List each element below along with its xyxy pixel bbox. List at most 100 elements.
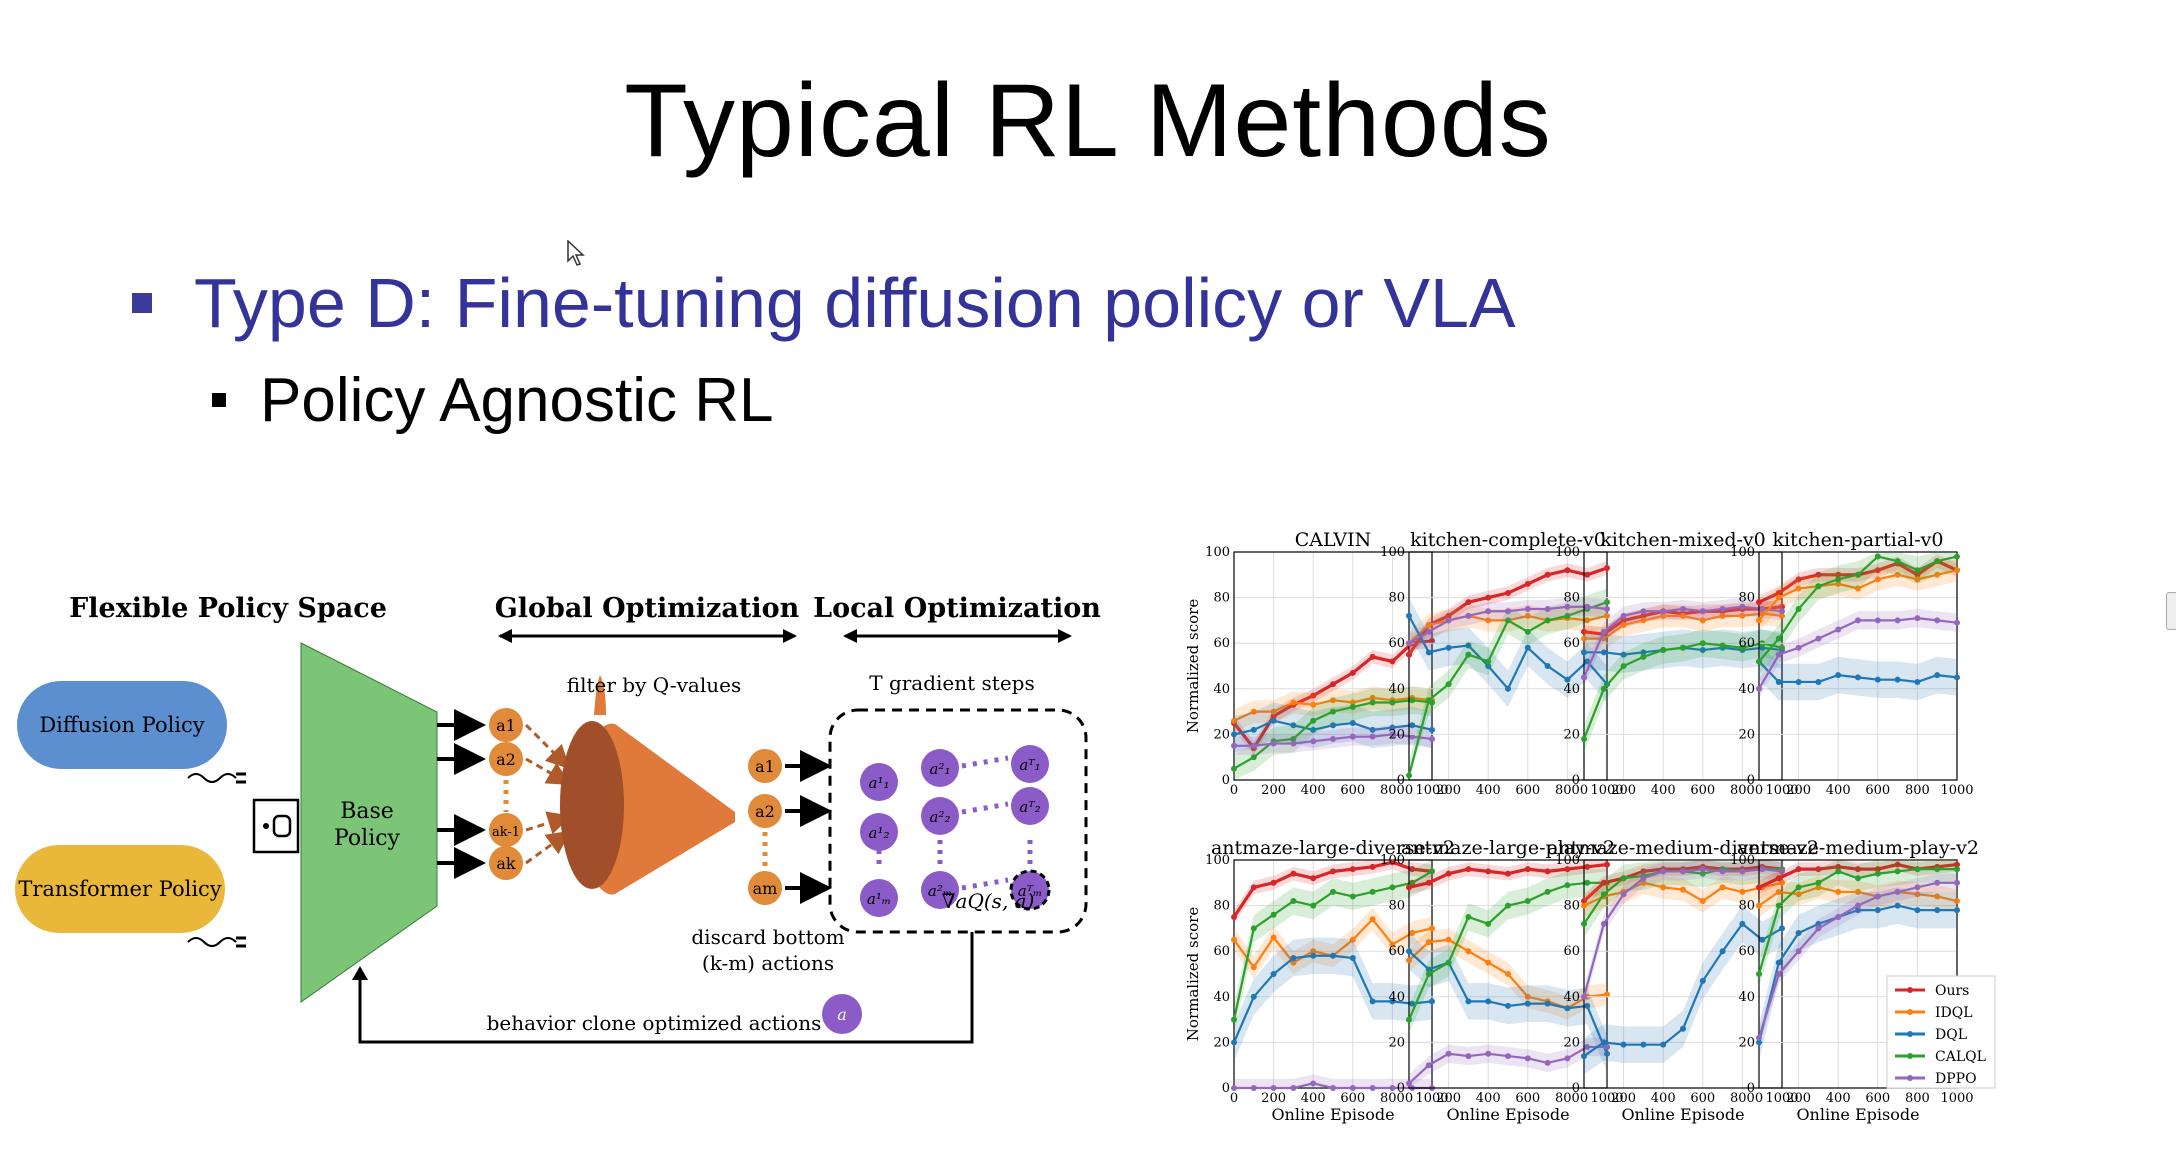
data-point-idql <box>1835 580 1842 587</box>
data-point-dppo <box>1231 1085 1237 1091</box>
refined-action-dot <box>860 763 898 801</box>
data-point-idql <box>1680 886 1686 893</box>
y-tick-label: 80 <box>1738 899 1755 914</box>
data-point-dql <box>1425 966 1432 973</box>
data-point-calql <box>1815 879 1822 886</box>
x-tick-label: 600 <box>1515 1091 1540 1106</box>
series-band-dql <box>1759 887 1957 1061</box>
series-band-calql <box>1234 860 1432 1034</box>
data-point-calql <box>1290 898 1297 905</box>
data-point-dppo <box>1739 868 1746 875</box>
y-tick-label: 60 <box>1738 636 1755 651</box>
data-point-ours <box>1775 590 1782 597</box>
plug-cord-icon <box>187 773 237 947</box>
data-point-dppo <box>1409 733 1416 740</box>
grad-q-label: ∇aQ(s, a) <box>942 889 1035 913</box>
data-point-calql <box>1250 754 1257 761</box>
data-point-dppo <box>1485 1050 1492 1057</box>
data-point-dql <box>1600 1039 1607 1046</box>
data-point-ours <box>1349 669 1356 676</box>
data-point-ours <box>1406 884 1412 891</box>
series-band-dppo <box>1409 1037 1607 1088</box>
data-point-ours <box>1894 861 1901 868</box>
data-point-idql <box>1640 617 1647 624</box>
data-point-calql <box>1369 888 1376 895</box>
data-point-idql <box>1290 959 1297 966</box>
data-point-calql <box>1290 735 1297 742</box>
data-point-dql <box>1445 644 1452 651</box>
filtered-action-label: a1 <box>755 757 775 776</box>
data-point-ours <box>1564 567 1571 574</box>
transformer-policy-label: Transformer Policy <box>18 877 221 901</box>
plot-frame <box>1583 859 1783 1089</box>
sidebar-toggle-tab[interactable] <box>2166 592 2176 630</box>
data-point-calql <box>1874 870 1881 877</box>
x-tick-label: 1000 <box>1415 783 1448 798</box>
socket-icon <box>252 798 300 854</box>
data-point-idql <box>1779 612 1785 619</box>
data-point-dql <box>1389 998 1396 1005</box>
data-point-dql <box>1640 1041 1647 1048</box>
data-point-idql <box>1465 948 1472 955</box>
data-point-dppo <box>1524 1055 1531 1062</box>
x-tick-label: 200 <box>1261 1091 1286 1106</box>
data-point-calql <box>1349 704 1356 711</box>
x-tick-label: 1000 <box>1590 783 1623 798</box>
y-tick-label: 40 <box>1213 682 1230 697</box>
data-point-dppo <box>1756 1034 1762 1041</box>
data-point-ours <box>1874 866 1881 873</box>
data-point-calql <box>1544 888 1551 895</box>
y-tick-label: 60 <box>1213 636 1230 651</box>
discard-line1: discard bottom <box>691 925 844 949</box>
data-point-dql <box>1310 726 1317 733</box>
data-point-dql <box>1894 676 1901 683</box>
plot-frame <box>1758 551 1958 781</box>
filtered-action-label: am <box>753 879 778 898</box>
data-point-dql <box>1584 1002 1591 1009</box>
data-point-dppo <box>1759 866 1766 873</box>
refined-action-label: a¹₁ <box>869 774 890 792</box>
x-tick-label: 600 <box>1515 783 1540 798</box>
x-tick-label: 400 <box>1476 783 1501 798</box>
data-point-idql <box>1425 621 1432 628</box>
refined-action-dot <box>1011 787 1049 825</box>
data-point-idql <box>1756 902 1762 909</box>
data-point-ours <box>1485 594 1492 601</box>
refined-action-dot <box>921 797 959 835</box>
data-point-calql <box>1581 920 1587 927</box>
y-tick-label: 20 <box>1388 1035 1405 1050</box>
series-band-calql <box>1759 860 1957 988</box>
y-tick-label: 100 <box>1730 853 1755 868</box>
data-point-calql <box>1699 870 1706 877</box>
data-point-dppo <box>1719 606 1726 612</box>
base-policy-line2: Policy <box>334 826 401 851</box>
data-point-idql <box>1756 617 1762 624</box>
plot-frame <box>1408 859 1608 1089</box>
data-point-calql <box>1680 644 1686 651</box>
data-point-dql <box>1795 929 1802 936</box>
x-tick-label: 800 <box>1380 1091 1405 1106</box>
data-point-idql <box>1409 929 1416 936</box>
data-point-dql <box>1795 678 1802 685</box>
data-point-ours <box>1485 868 1492 875</box>
refined-action-label: a¹ₘ <box>867 890 891 908</box>
legend-box <box>1886 975 1996 1089</box>
data-point-dppo <box>1779 868 1785 875</box>
sampled-action-dot <box>489 846 523 880</box>
data-point-dql <box>1699 647 1706 654</box>
y-tick-label: 40 <box>1738 682 1755 697</box>
x-tick-label: 400 <box>1301 783 1326 798</box>
data-point-calql <box>1310 902 1317 909</box>
y-tick-label: 40 <box>1388 990 1405 1005</box>
data-point-dppo <box>1425 628 1432 635</box>
data-point-ours <box>1389 658 1396 665</box>
data-point-dql <box>1855 674 1861 681</box>
data-point-ours <box>1954 861 1960 868</box>
data-point-dppo <box>1600 920 1607 927</box>
x-tick-label: 600 <box>1690 783 1715 798</box>
data-point-dppo <box>1250 742 1257 749</box>
data-point-calql <box>1620 663 1627 669</box>
